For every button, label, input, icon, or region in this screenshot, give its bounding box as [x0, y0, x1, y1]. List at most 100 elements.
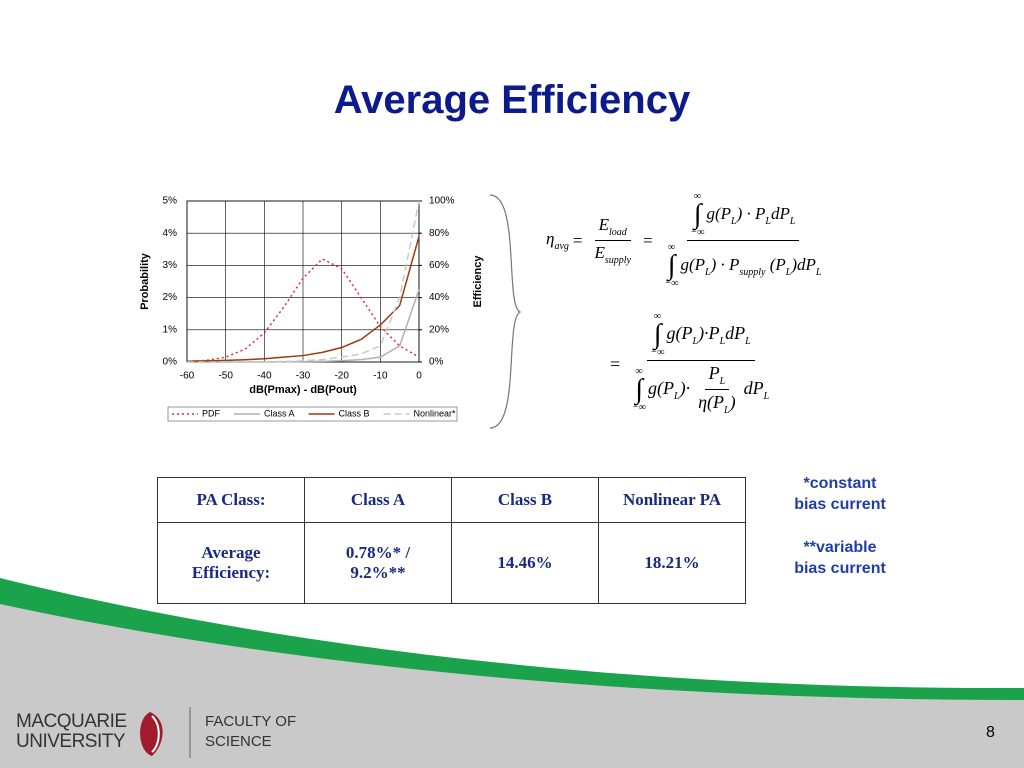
integral: ∫ — [693, 199, 702, 230]
math-group: ηavg — [546, 229, 569, 252]
math-group: Esupply — [590, 241, 635, 266]
y2-tick-label: 80% — [429, 228, 449, 239]
subscript: L — [745, 336, 751, 347]
y2-tick-label: 40% — [429, 292, 449, 303]
math-text: g(P — [666, 323, 693, 343]
math-text: η — [546, 229, 555, 248]
math-text: P — [708, 363, 720, 383]
y-axis-label: Probability — [139, 252, 151, 310]
faculty-line: FACULTY OF — [205, 713, 297, 730]
series-line — [186, 258, 420, 363]
legend-label: PDF — [202, 408, 221, 418]
subscript: L — [705, 266, 711, 278]
x-tick-label: -50 — [218, 371, 233, 382]
x-tick-label: -20 — [334, 371, 349, 382]
note-line: **variable — [803, 539, 877, 556]
note-line: bias current — [794, 560, 886, 577]
subscript: L — [785, 266, 792, 278]
subscript: L — [674, 390, 680, 402]
subscript: L — [719, 336, 726, 347]
math-group: PL — [704, 363, 730, 390]
logo-mark — [151, 715, 160, 753]
equals: = — [642, 230, 653, 250]
y-tick-label: 5% — [163, 196, 178, 207]
equals: = — [572, 230, 583, 250]
y2-tick-label: 20% — [429, 324, 449, 335]
body-cell: 18.21% — [598, 522, 746, 604]
body-cell: Average Efficiency: — [157, 522, 305, 604]
limit: −∞ — [650, 347, 665, 358]
x-tick-label: -10 — [373, 371, 388, 382]
subscript: supply — [739, 266, 766, 278]
math-text: )dP — [791, 254, 816, 274]
y2-tick-label: 100% — [429, 196, 455, 207]
math-group: g(PL) · PLdPL — [707, 204, 796, 227]
math-group: g(PL)· — [648, 378, 690, 402]
math-group: η(PL) — [694, 390, 739, 416]
subscript: L — [763, 390, 770, 402]
y-tick-label: 2% — [163, 292, 178, 303]
math-text: E — [598, 215, 610, 234]
y-tick-label: 1% — [163, 324, 178, 335]
equation: ηavg = Eload Esupply = ∞ ∫ −∞ g(PL) · PLdPL ∞… — [546, 192, 829, 289]
header-row: PA Class: Class A Class B Nonlinear PA — [157, 477, 746, 523]
y2-tick-label: 0% — [429, 357, 444, 368]
subscript: L — [724, 405, 730, 416]
x-tick-label: 0 — [416, 371, 422, 382]
cell-line: 9.2%** — [350, 563, 406, 582]
efficiency-table: PA Class: Class A Class B Nonlinear PA Avera… — [157, 477, 746, 604]
subscript: L — [692, 336, 699, 347]
legend-label: Class A — [264, 408, 295, 418]
cell-line: Average — [201, 543, 261, 562]
note: *constant bias current — [770, 473, 910, 515]
header-cell: Class A — [304, 477, 452, 523]
subscript: L — [731, 215, 737, 227]
equation: = ∞ ∫ −∞ g(PL)·PLdPL ∞ ∫ −∞ g(PL)· PL η(PL) dPL — [606, 311, 777, 417]
math-text: g(P — [706, 203, 732, 223]
faculty-name: FACULTY OF SCIENCE — [205, 712, 296, 752]
math-text: ) · P — [736, 203, 766, 223]
equals: = — [610, 353, 621, 374]
math-text: ) — [729, 392, 736, 412]
body-cell: 0.78%* /9.2%** — [304, 522, 452, 604]
math-group: dPL — [744, 378, 770, 402]
header-cell: Class B — [451, 477, 599, 523]
math-text: )· — [679, 377, 691, 398]
header-cell: Nonlinear PA — [598, 477, 746, 523]
math-text: (P — [765, 254, 786, 274]
subscript: L — [789, 215, 796, 227]
page-number: 8 — [986, 724, 995, 741]
y-tick-label: 4% — [163, 228, 178, 239]
university-line: UNIVERSITY — [16, 731, 126, 752]
faculty-line: SCIENCE — [205, 733, 272, 750]
math-group: g(PL) · Psupply (PL)dPL — [680, 255, 821, 278]
math-text: ) · P — [710, 254, 740, 274]
math-text: E — [594, 243, 605, 262]
cell-line: 14.46% — [497, 553, 553, 572]
x-tick-label: -40 — [257, 371, 272, 382]
cell-line: 0.78%* / — [345, 543, 411, 562]
math-text: dP — [770, 203, 790, 223]
body-row: Average Efficiency: 0.78%* /9.2%** 14.46% 18… — [157, 522, 746, 604]
limit: ∞ — [653, 311, 662, 322]
series-line — [187, 200, 420, 363]
math-group: g(PL)·PLdPL — [667, 323, 751, 347]
y2-tick-label: 60% — [429, 260, 449, 271]
university-name: MACQUARIE UNIVERSITY — [16, 712, 127, 752]
limit: ∞ — [693, 191, 702, 202]
subscript: avg — [554, 241, 569, 252]
subscript: load — [609, 227, 627, 238]
note-line: bias current — [794, 496, 886, 513]
limit: −∞ — [632, 401, 647, 413]
legend-label: Class B — [339, 408, 370, 418]
x-axis-label: dB(Pmax) - dB(Pout) — [249, 384, 357, 396]
limit: −∞ — [664, 278, 679, 289]
subscript: supply — [604, 255, 631, 266]
integral: ∫ — [667, 250, 676, 281]
legend-label: Nonlinear* — [414, 408, 457, 418]
gray-band — [0, 604, 1024, 768]
y2-axis-label: Efficiency — [472, 255, 484, 308]
subscript: L — [765, 215, 771, 227]
